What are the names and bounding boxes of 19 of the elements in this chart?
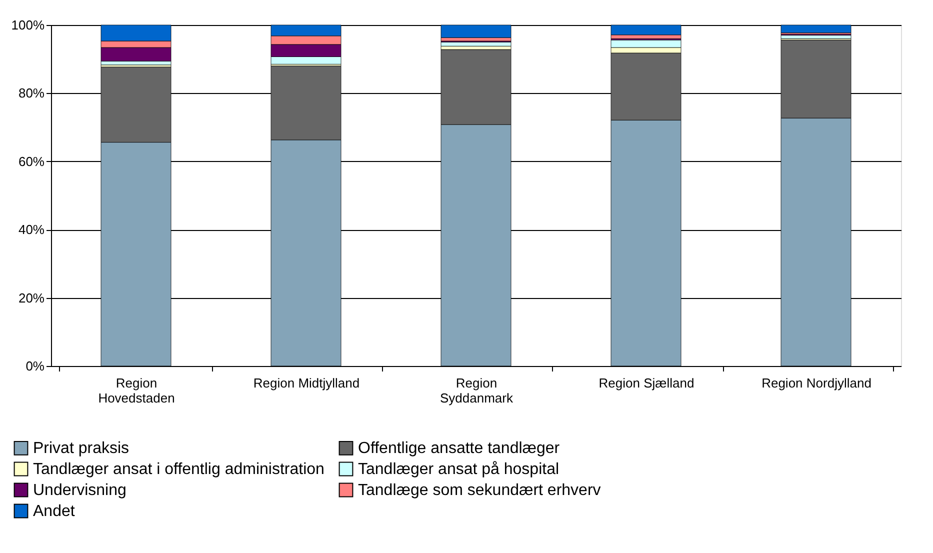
x-tick-label: Region Nordjylland — [762, 376, 872, 390]
y-tick-label: 60% — [18, 154, 45, 169]
y-tick-label: 20% — [18, 290, 45, 306]
x-tick-label: Region Sjælland — [598, 376, 694, 390]
legend-label: Undervisning — [33, 482, 126, 499]
y-tick-label: 40% — [18, 222, 45, 238]
x-tick-label: Region Syddanmark — [440, 376, 514, 406]
legend-label: Andet — [33, 503, 76, 520]
bar — [440, 42, 512, 46]
y-tick-label: 0% — [26, 358, 45, 374]
y-tick-label: 80% — [18, 86, 45, 101]
legend-label: Tandlæger ansat i offentlig administration — [33, 461, 324, 478]
x-tick-label: Region Midtjylland — [253, 376, 360, 390]
legend-label: Tandlæger ansat på hospital — [358, 461, 560, 478]
legend-label: Offentlige ansatte tandlæger — [358, 440, 560, 458]
x-tick-label: Region Hovedstaden — [98, 376, 175, 406]
y-tick-label: 100% — [11, 18, 45, 32]
legend-label: Privat praksis — [33, 440, 130, 458]
legend-label: Tandlæge som sekundært erhverv — [358, 482, 601, 499]
